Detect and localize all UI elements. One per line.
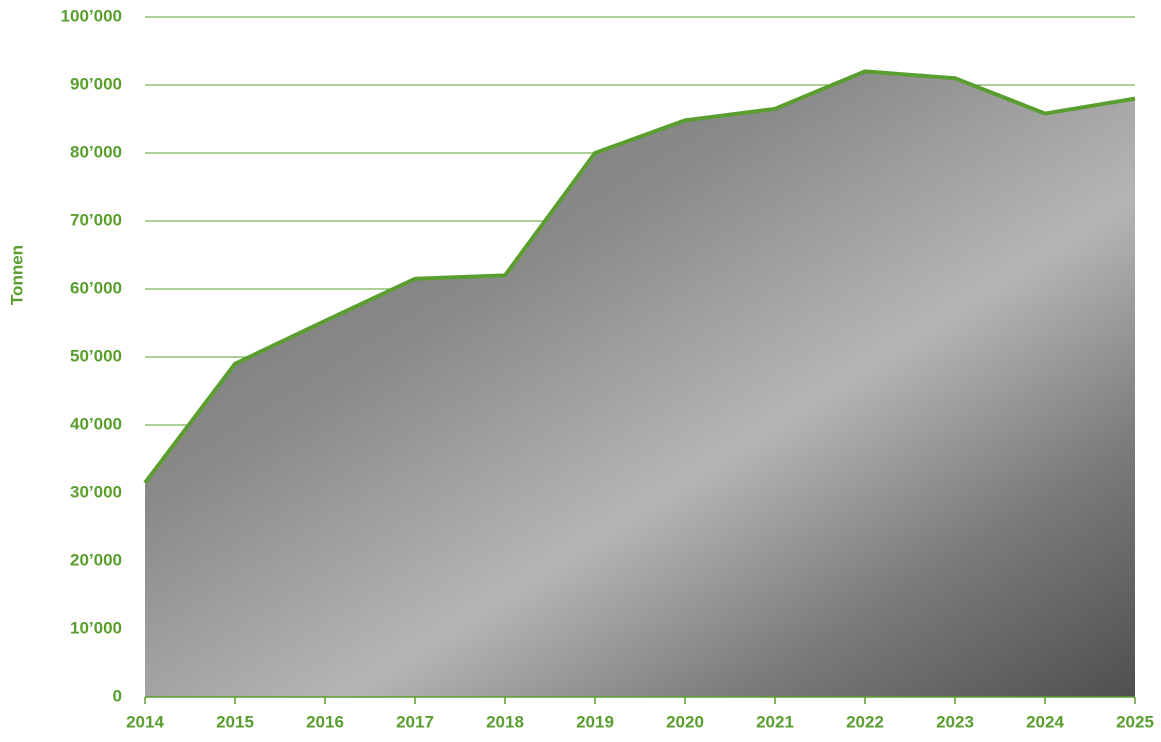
y-tick-label: 30’000	[70, 482, 122, 501]
y-tick-label: 90’000	[70, 74, 122, 93]
x-tick-label: 2023	[936, 712, 974, 731]
y-tick-label: 10’000	[70, 618, 122, 637]
y-tick-label: 100’000	[61, 6, 122, 25]
page: Tonnen 0 10’000 20’000 30’000 40’000 50’000 60…	[0, 0, 1161, 742]
x-tick-label: 2014	[126, 712, 164, 731]
x-tick-label: 2019	[576, 712, 614, 731]
x-tick-label: 2015	[216, 712, 254, 731]
y-tick-label: 80’000	[70, 142, 122, 161]
y-tick-label: 20’000	[70, 550, 122, 569]
y-axis-label: Tonnen	[7, 245, 26, 305]
y-tick-label: 60’000	[70, 278, 122, 297]
x-tick-label: 2016	[306, 712, 344, 731]
x-tick-label: 2024	[1026, 712, 1064, 731]
area	[145, 71, 1135, 697]
x-tick-label: 2018	[486, 712, 524, 731]
x-tick-label: 2022	[846, 712, 884, 731]
y-tick-label: 50’000	[70, 346, 122, 365]
x-tick-label: 2017	[396, 712, 434, 731]
x-tick-label: 2025	[1116, 712, 1154, 731]
x-tick-label: 2021	[756, 712, 794, 731]
x-tick-label: 2020	[666, 712, 704, 731]
y-tick-label: 0	[113, 686, 122, 705]
chart: Tonnen 0 10’000 20’000 30’000 40’000 50’000 60…	[0, 0, 1161, 742]
y-tick-label: 40’000	[70, 414, 122, 433]
y-tick-label: 70’000	[70, 210, 122, 229]
